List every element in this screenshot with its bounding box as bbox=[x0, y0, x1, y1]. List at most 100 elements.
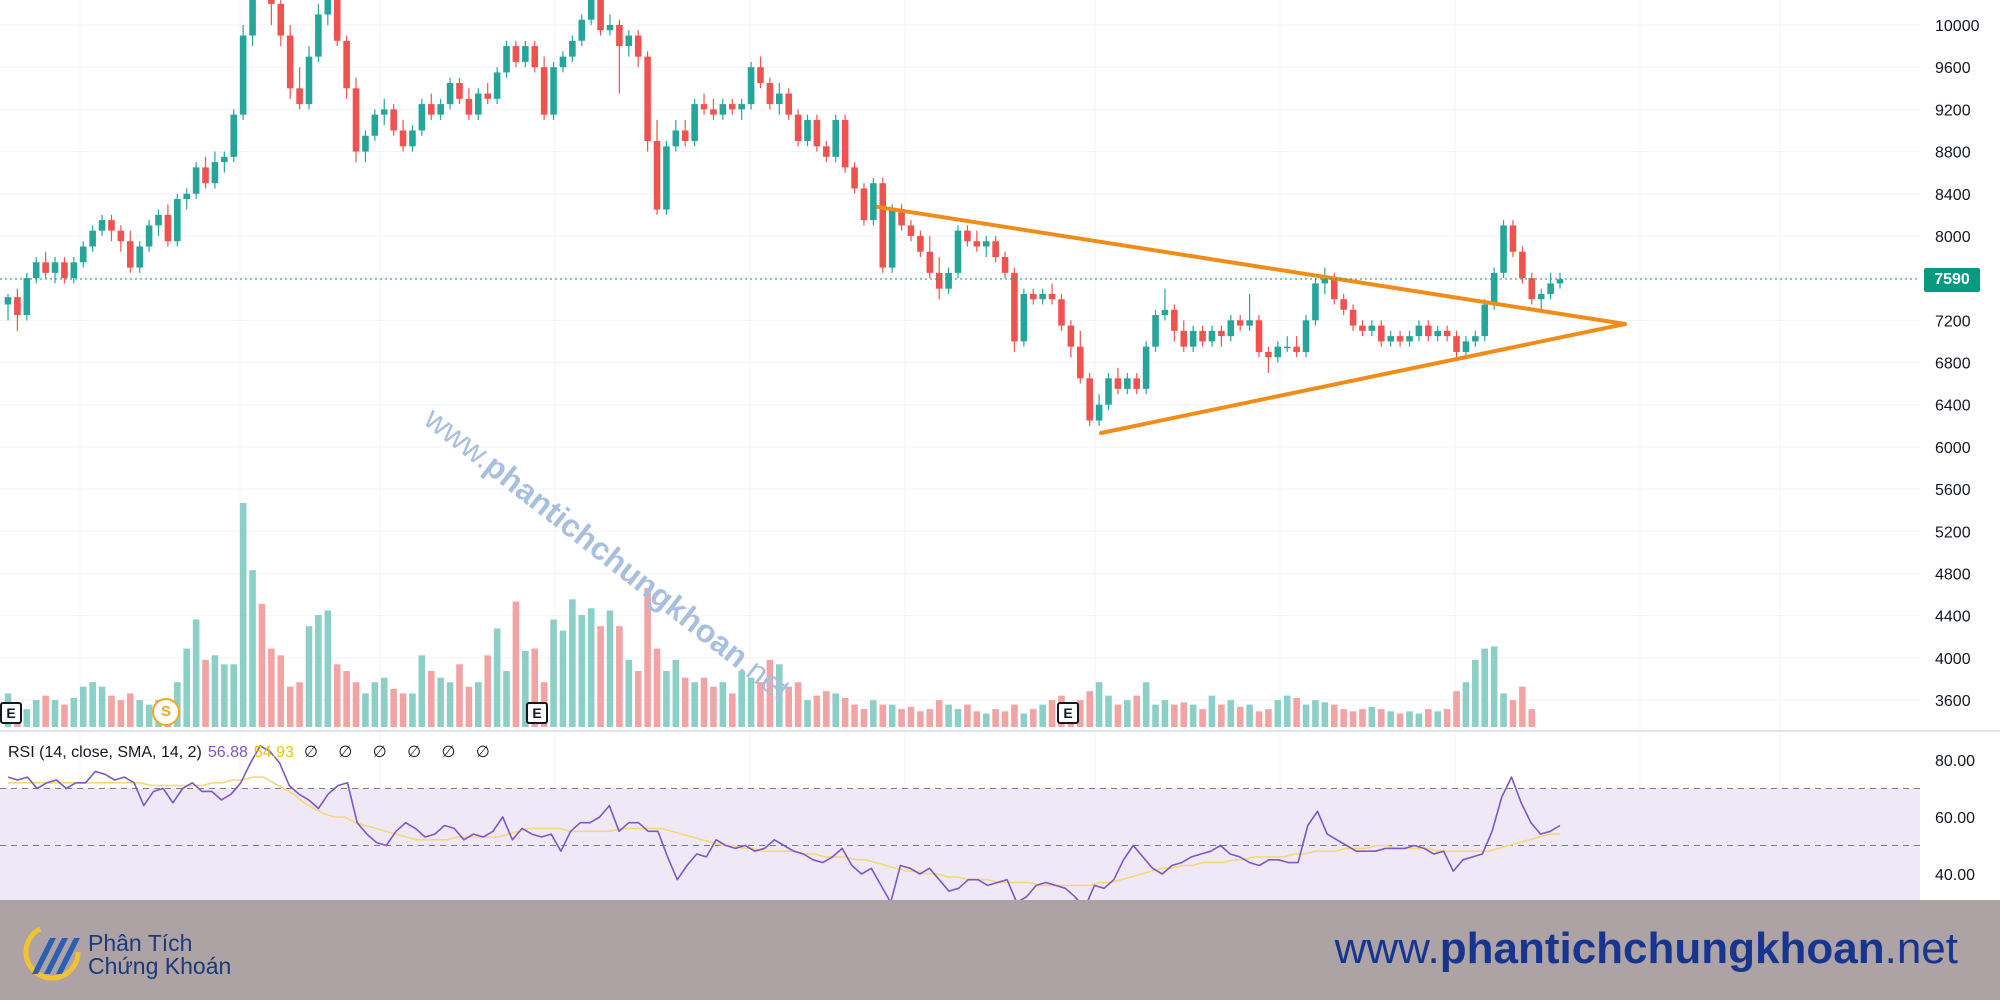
candle-body bbox=[51, 262, 59, 273]
volume-bar bbox=[1396, 713, 1404, 727]
volume-bar bbox=[70, 697, 78, 727]
price-axis[interactable]: 1000096009200880084008000760072006800640… bbox=[1935, 18, 1980, 710]
candle-body bbox=[728, 104, 736, 110]
candle-body bbox=[1133, 378, 1141, 389]
candle-body bbox=[813, 119, 821, 147]
volume-bar bbox=[136, 700, 143, 727]
volume-bar bbox=[239, 503, 247, 727]
rsi-legend[interactable]: RSI (14, close, SMA, 14, 2) 56.88 54.93 ∅ ∅… bbox=[8, 742, 498, 762]
earnings-marker[interactable]: E bbox=[526, 702, 548, 724]
earnings-marker[interactable]: E bbox=[1057, 702, 1079, 724]
volume-bar bbox=[1434, 711, 1442, 727]
volume-bar bbox=[616, 626, 623, 727]
candle-body bbox=[1142, 346, 1150, 389]
rsi-sma-value: 54.93 bbox=[253, 744, 294, 761]
candle-body bbox=[1020, 293, 1028, 342]
price-tick-label: 5200 bbox=[1935, 524, 1971, 541]
candle-body bbox=[1105, 378, 1112, 405]
candle-body bbox=[268, 0, 275, 4]
earnings-marker[interactable]: E bbox=[0, 702, 22, 724]
rsi-null-values: ∅ ∅ ∅ ∅ ∅ ∅ bbox=[303, 744, 498, 761]
volume-bar bbox=[221, 664, 228, 727]
volume-bar bbox=[1265, 709, 1272, 727]
rsi-value: 56.88 bbox=[207, 744, 248, 761]
volume-bar bbox=[1425, 709, 1432, 727]
split-marker[interactable]: S bbox=[152, 698, 180, 726]
volume-bar bbox=[992, 709, 999, 727]
lower-trendline bbox=[1099, 322, 1627, 435]
candle-body bbox=[625, 35, 633, 47]
candle-body bbox=[1387, 336, 1394, 342]
volume-bar bbox=[32, 700, 40, 727]
price-tick-label: 10000 bbox=[1935, 18, 1980, 35]
volume-bar bbox=[1443, 709, 1451, 727]
volume-bar bbox=[437, 677, 444, 727]
volume-bar bbox=[794, 682, 802, 727]
candle-body bbox=[738, 104, 745, 110]
candle-body bbox=[409, 130, 416, 147]
volume-bar bbox=[315, 615, 322, 727]
price-tick-label: 4000 bbox=[1935, 651, 1971, 668]
candle-body bbox=[126, 241, 134, 268]
candle-body bbox=[446, 83, 454, 105]
candle-body bbox=[1086, 378, 1093, 421]
price-tick-label: 6400 bbox=[1935, 398, 1971, 415]
volume-bar bbox=[1509, 700, 1517, 727]
rsi-pane[interactable]: 80.00 60.00 40.00 bbox=[0, 744, 1975, 910]
candle-body bbox=[578, 19, 586, 41]
candle-body bbox=[1312, 283, 1319, 321]
footer-url-prefix: www. bbox=[1334, 924, 1440, 973]
volume-bar bbox=[51, 700, 59, 727]
candle-body bbox=[926, 251, 934, 273]
candles bbox=[4, 0, 1564, 426]
volume-bar bbox=[493, 628, 501, 727]
volume-bar bbox=[390, 688, 397, 727]
volume-bar bbox=[108, 695, 115, 727]
volume-bar bbox=[531, 648, 539, 727]
candle-body bbox=[973, 241, 981, 247]
volume-bar bbox=[606, 610, 614, 727]
volume-bar bbox=[249, 570, 256, 727]
volume-bar bbox=[1349, 711, 1357, 727]
candle-body bbox=[371, 114, 379, 136]
candle-body bbox=[1095, 404, 1103, 421]
candle-body bbox=[1171, 309, 1178, 331]
candle-body bbox=[935, 272, 943, 289]
volume-bar bbox=[578, 615, 586, 727]
candle-body bbox=[1067, 325, 1075, 347]
candle-body bbox=[4, 297, 12, 305]
volume-bar bbox=[286, 686, 294, 727]
volume-bar bbox=[409, 693, 416, 727]
candle-body bbox=[437, 104, 444, 115]
candle-body bbox=[155, 214, 162, 226]
candle-body bbox=[456, 83, 463, 99]
brand-logo-icon bbox=[23, 923, 81, 981]
candle-body bbox=[418, 104, 426, 131]
volume-bar bbox=[1011, 704, 1018, 727]
footer-url[interactable]: www.phantichchungkhoan.net bbox=[1335, 924, 1958, 974]
candle-body bbox=[286, 35, 294, 89]
candle-body bbox=[841, 119, 849, 168]
candle-body bbox=[352, 88, 360, 152]
price-tick-label: 6800 bbox=[1935, 356, 1971, 373]
candle-body bbox=[879, 183, 887, 268]
volume-bar bbox=[352, 682, 360, 727]
volume-bar bbox=[973, 711, 981, 727]
footer-banner bbox=[0, 900, 2000, 1000]
volume-bar bbox=[1255, 711, 1263, 727]
volume-bar bbox=[42, 695, 49, 727]
footer-url-main: phantichchungkhoan bbox=[1439, 924, 1885, 973]
candle-body bbox=[1161, 309, 1169, 316]
volume-bar bbox=[1199, 709, 1206, 727]
volume-bar bbox=[1236, 706, 1244, 727]
triangle-trendlines bbox=[876, 205, 1627, 435]
volume-bar bbox=[1274, 700, 1282, 727]
footer-url-suffix: .net bbox=[1884, 924, 1958, 973]
candle-body bbox=[823, 146, 830, 157]
footer-brand-line1: Phân Tích bbox=[88, 930, 193, 956]
volume-bar bbox=[1293, 697, 1300, 727]
candle-body bbox=[1519, 251, 1526, 279]
candle-body bbox=[888, 209, 896, 268]
price-tick-label: 9600 bbox=[1935, 60, 1971, 77]
